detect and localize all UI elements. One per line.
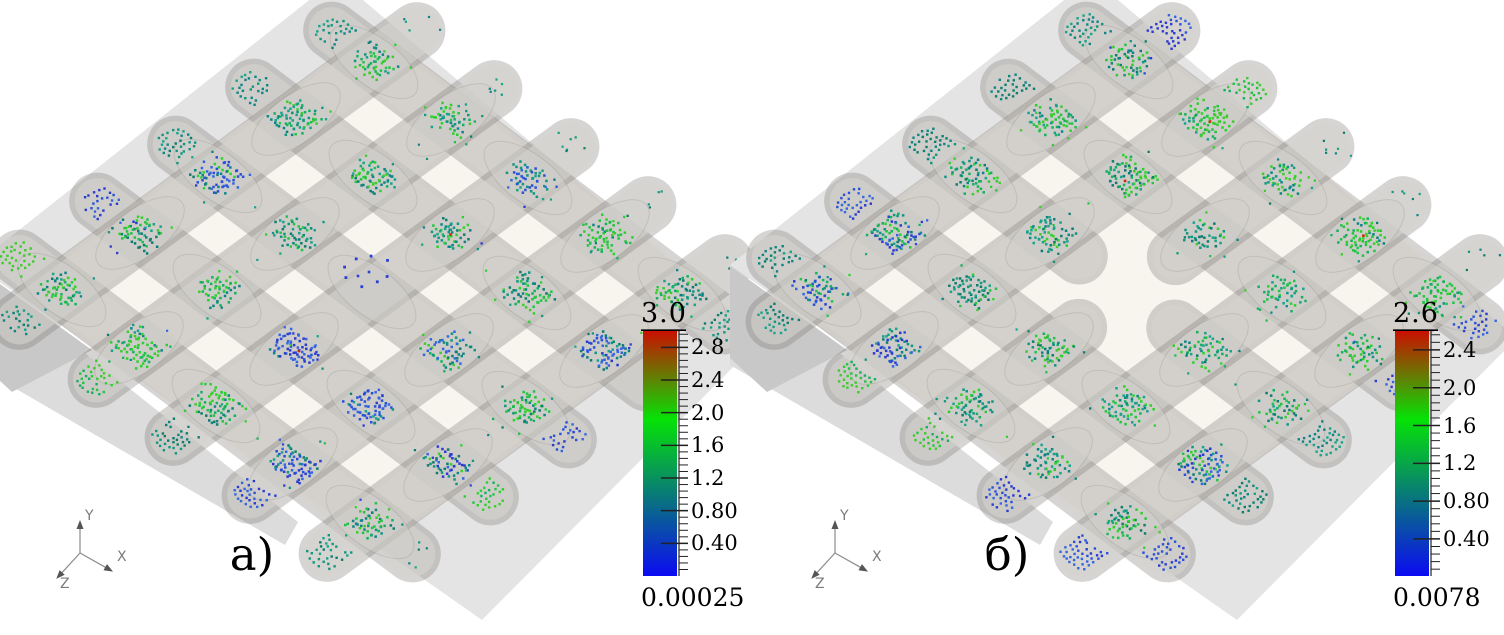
colorbar-tick-label: 0.40 bbox=[691, 531, 738, 556]
fiber-dot-clusters bbox=[791, 40, 1465, 549]
colorbar-tick-label: 1.2 bbox=[691, 466, 725, 490]
colorbar-tick-label: 2.0 bbox=[691, 400, 725, 425]
colorbar-b bbox=[1393, 329, 1440, 576]
colorbar-max-label: 2.6 bbox=[1393, 298, 1439, 329]
panel-a-label: а) bbox=[229, 528, 275, 581]
axis-z-line bbox=[61, 552, 81, 574]
colorbar-tick-label: 2.8 bbox=[691, 335, 725, 360]
colorbar-tick-label: 2.4 bbox=[691, 368, 725, 392]
colorbar-tick-label: 2.4 bbox=[1443, 337, 1477, 362]
colorbar-gradient bbox=[643, 331, 677, 576]
colorbar-tick-label: 1.6 bbox=[1443, 413, 1477, 438]
yarn-crossover-lenses bbox=[772, 24, 1482, 560]
fiber-dot-clusters bbox=[36, 40, 708, 540]
colorbar-tick-label: 0.80 bbox=[691, 498, 738, 523]
axis-z-label: Z bbox=[60, 576, 70, 592]
axis-z-label: Z bbox=[815, 576, 825, 592]
colorbar-min-label: 0.00025 bbox=[641, 583, 745, 612]
colorbar-gradient bbox=[1395, 331, 1429, 576]
colorbar-tick-label: 0.80 bbox=[1443, 489, 1490, 514]
colorbar-tick-label: 2.0 bbox=[1443, 375, 1477, 400]
panel-a-3d-view bbox=[0, 0, 762, 620]
colorbar-tick-label: 0.40 bbox=[1443, 526, 1490, 551]
colorbar-a bbox=[641, 329, 688, 576]
fiber-end-streams bbox=[757, 13, 1501, 571]
axis-z-line bbox=[816, 552, 836, 574]
axis-x-label: X bbox=[117, 549, 127, 565]
colorbar-max-label: 3.0 bbox=[641, 298, 687, 329]
axis-x-label: X bbox=[872, 549, 882, 565]
panel-b-3d-view bbox=[730, 0, 1504, 620]
axis-y-label: Y bbox=[840, 508, 849, 524]
axis-x-line bbox=[834, 552, 862, 569]
panel-b-label: б) bbox=[984, 528, 1030, 581]
axis-triad bbox=[56, 520, 114, 579]
axis-y-label: Y bbox=[85, 508, 94, 524]
center-blue-dot-ring bbox=[343, 254, 389, 289]
axis-x-line bbox=[79, 552, 107, 569]
axis-triad bbox=[811, 520, 869, 579]
colorbar-tick-label: 1.6 bbox=[691, 433, 725, 458]
colorbar-tick-label: 1.2 bbox=[1443, 451, 1477, 476]
colorbar-min-label: 0.0078 bbox=[1393, 583, 1481, 612]
